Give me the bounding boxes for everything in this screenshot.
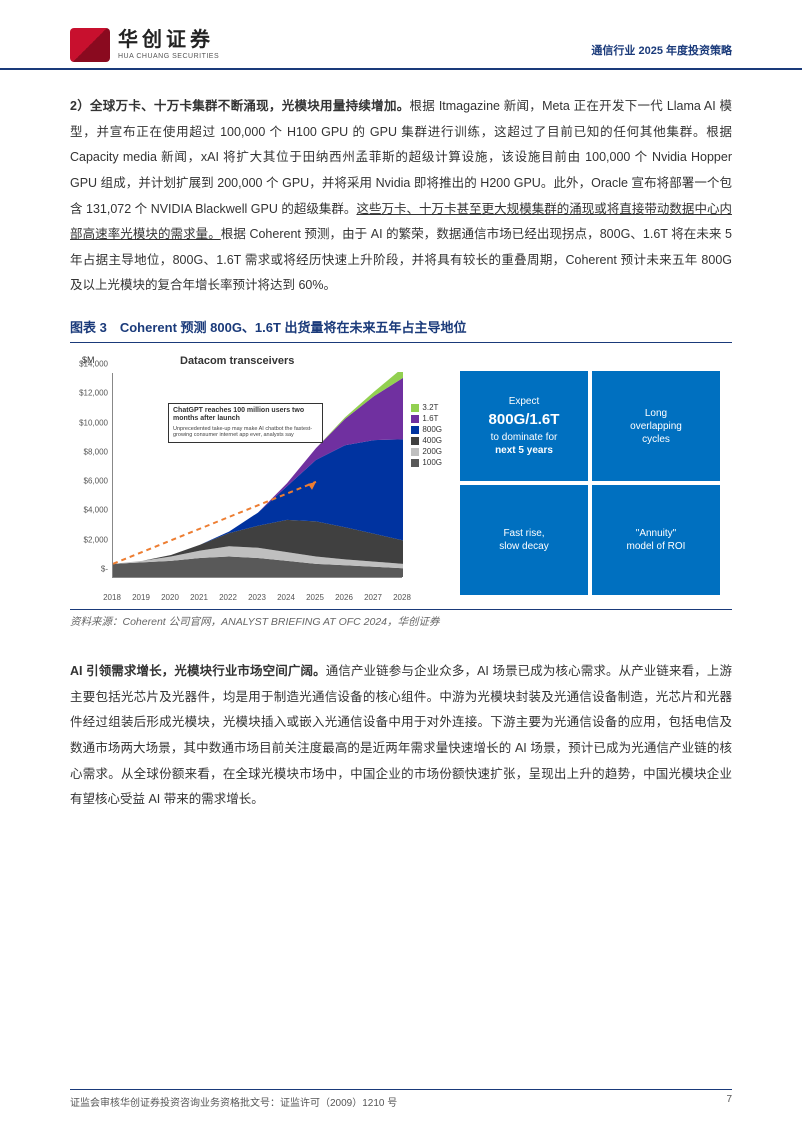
para2-lead: AI 引领需求增长，光模块行业市场空间广阔。 xyxy=(70,664,326,678)
chart-area: $M Datacom transceivers $-$2,000$4,000$6… xyxy=(70,353,450,603)
logo-mark-icon xyxy=(70,28,110,62)
sb1-l3: next 5 years xyxy=(495,444,553,457)
chart-inner-title: Datacom transceivers xyxy=(180,355,294,367)
side-box-2: Long overlapping cycles xyxy=(592,371,720,481)
sb1-big: 800G/1.6T xyxy=(489,410,560,430)
side-box-1: Expect 800G/1.6T to dominate for next 5 … xyxy=(460,371,588,481)
side-grid: Expect 800G/1.6T to dominate for next 5 … xyxy=(460,353,720,603)
footer-page-number: 7 xyxy=(726,1094,732,1109)
y-ticks: $-$2,000$4,000$6,000$8,000$10,000$12,000… xyxy=(70,373,110,578)
sb2-l1: Long xyxy=(645,407,667,420)
chart-legend: 3.2T1.6T800G400G200G100G xyxy=(411,403,442,469)
side-box-4: "Annuity" model of ROI xyxy=(592,485,720,595)
sb3-l2: slow decay xyxy=(499,540,548,553)
sb2-l2: overlapping xyxy=(630,420,682,433)
page-header: 华创证券 HUA CHUANG SECURITIES 通信行业 2025 年度投… xyxy=(0,0,802,70)
callout-main: ChatGPT reaches 100 million users two mo… xyxy=(173,407,318,424)
paragraph-1: 2）全球万卡、十万卡集群不断涌现，光模块用量持续增加。根据 Itmagazine… xyxy=(70,94,732,299)
logo: 华创证券 HUA CHUANG SECURITIES xyxy=(70,28,219,62)
footer-left: 证监会审核华创证券投资咨询业务资格批文号：证监许可（2009）1210 号 xyxy=(70,1094,397,1109)
doc-title: 通信行业 2025 年度投资策略 xyxy=(591,42,732,62)
sb1-l2: to dominate for xyxy=(491,431,558,444)
logo-en-text: HUA CHUANG SECURITIES xyxy=(118,53,219,60)
figure-body: $M Datacom transceivers $-$2,000$4,000$6… xyxy=(70,353,732,603)
para2-body: 通信产业链参与企业众多，AI 场景已成为核心需求。从产业链来看，上游主要包括光芯… xyxy=(70,664,732,806)
callout-sub: Unprecedented take-up may make AI chatbo… xyxy=(173,426,318,439)
para1-body1: 根据 Itmagazine 新闻，Meta 正在开发下一代 Llama AI 模… xyxy=(70,99,732,216)
figure-source: 资料来源：Coherent 公司官网，ANALYST BRIEFING AT O… xyxy=(70,609,732,629)
sb2-l3: cycles xyxy=(642,433,670,446)
figure-title: 图表 3 Coherent 预测 800G、1.6T 出货量将在未来五年占主导地… xyxy=(70,317,732,343)
page-footer: 证监会审核华创证券投资咨询业务资格批文号：证监许可（2009）1210 号 7 xyxy=(70,1089,732,1109)
para1-lead: 2）全球万卡、十万卡集群不断涌现，光模块用量持续增加。 xyxy=(70,99,410,113)
side-box-3: Fast rise, slow decay xyxy=(460,485,588,595)
sb3-l1: Fast rise, xyxy=(503,527,544,540)
paragraph-2: AI 引领需求增长，光模块行业市场空间广阔。通信产业链参与企业众多，AI 场景已… xyxy=(70,659,732,813)
chart-callout: ChatGPT reaches 100 million users two mo… xyxy=(168,403,323,443)
logo-cn-text: 华创证券 xyxy=(118,30,219,50)
plot-area: ChatGPT reaches 100 million users two mo… xyxy=(112,373,402,578)
sb4-l1: "Annuity" xyxy=(636,527,676,540)
sb1-l1: Expect xyxy=(509,395,540,408)
sb4-l2: model of ROI xyxy=(627,540,686,553)
